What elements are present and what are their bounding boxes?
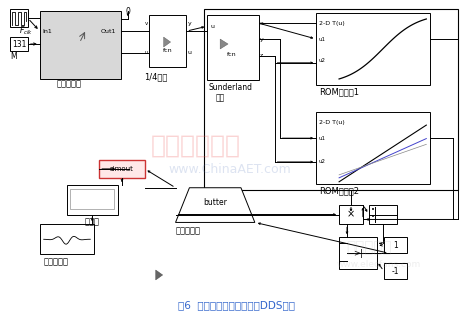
Text: 图6  两种压缩方法相结合的DDS方案: 图6 两种压缩方法相结合的DDS方案 — [177, 300, 295, 310]
Text: v: v — [145, 21, 148, 26]
Bar — [369, 204, 396, 224]
Bar — [339, 237, 377, 269]
Bar — [384, 237, 407, 253]
Text: u2: u2 — [318, 159, 325, 165]
Bar — [67, 185, 118, 215]
Text: 1/4压缩: 1/4压缩 — [144, 72, 167, 81]
Bar — [70, 189, 114, 209]
Text: 电子发烧友: 电子发烧友 — [346, 240, 392, 255]
Text: Out1: Out1 — [101, 29, 116, 34]
Text: 低通滤波器: 低通滤波器 — [176, 227, 201, 236]
Text: simout: simout — [110, 166, 134, 172]
Text: z: z — [260, 53, 263, 58]
Text: M: M — [10, 52, 17, 61]
Bar — [384, 263, 407, 279]
Text: 电子技术应用: 电子技术应用 — [150, 133, 240, 157]
Text: Sunderland: Sunderland — [208, 83, 252, 92]
Bar — [316, 113, 430, 184]
Text: www.elecfans.com: www.elecfans.com — [337, 260, 421, 268]
Text: u: u — [210, 24, 214, 29]
Text: u1: u1 — [318, 36, 325, 42]
Bar — [40, 11, 121, 79]
Text: 示波器: 示波器 — [85, 217, 100, 226]
Text: y: y — [187, 21, 191, 26]
Text: 2-D T(u): 2-D T(u) — [319, 21, 345, 26]
Text: 2-D T(u): 2-D T(u) — [319, 120, 345, 125]
Bar — [316, 13, 430, 85]
Text: www.ChinaAET.com: www.ChinaAET.com — [169, 163, 291, 176]
Polygon shape — [175, 188, 255, 223]
Text: •: • — [371, 207, 375, 213]
Text: In1: In1 — [43, 29, 53, 34]
Text: ÷: ÷ — [378, 211, 384, 217]
Polygon shape — [220, 39, 228, 49]
Bar — [40, 224, 94, 254]
Text: 压缩: 压缩 — [215, 93, 224, 102]
Text: ROM查询表2: ROM查询表2 — [319, 186, 359, 195]
Text: •: • — [371, 215, 375, 221]
Text: ROM查询表1: ROM查询表1 — [319, 87, 359, 96]
Text: ×: × — [347, 210, 355, 219]
Bar — [207, 15, 259, 80]
Text: >|: >| — [353, 249, 363, 258]
Polygon shape — [164, 37, 171, 47]
Text: 131: 131 — [12, 40, 26, 49]
Text: y: y — [260, 36, 263, 42]
Polygon shape — [156, 270, 163, 280]
Text: u: u — [187, 50, 192, 55]
Text: 0: 0 — [125, 7, 131, 16]
Text: -1: -1 — [392, 267, 399, 275]
Text: butter: butter — [203, 198, 227, 207]
Text: fcn: fcn — [227, 52, 237, 57]
Bar — [149, 15, 186, 67]
Bar — [99, 160, 145, 178]
Text: x: x — [260, 21, 263, 26]
Text: 功率谱密度: 功率谱密度 — [44, 258, 69, 267]
Text: u2: u2 — [318, 58, 325, 63]
Text: u: u — [144, 50, 148, 55]
Text: $F_{clk}$: $F_{clk}$ — [19, 25, 33, 37]
Bar — [204, 9, 458, 190]
Text: 1: 1 — [393, 241, 398, 250]
Text: fcn: fcn — [163, 49, 173, 54]
Bar — [10, 9, 28, 27]
Text: u1: u1 — [318, 136, 325, 141]
Text: 相位累加器: 相位累加器 — [57, 79, 81, 88]
Bar — [10, 37, 28, 51]
Bar — [339, 204, 363, 224]
